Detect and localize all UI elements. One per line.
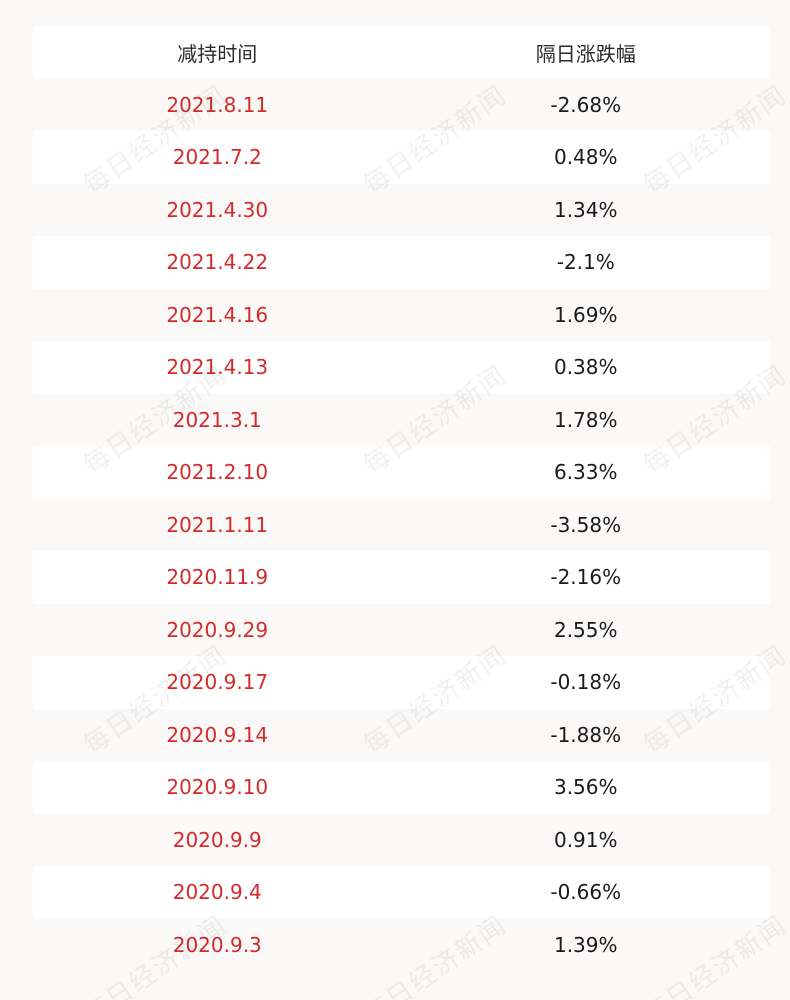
date-cell: 2021.1.11 [166,512,269,537]
date-cell: 2020.11.9 [166,565,269,590]
table-row: 2021.1.11 -3.58% [33,498,770,551]
table-row: 2020.9.4 -0.66% [33,866,770,919]
table-row: 2020.9.3 1.39% [33,918,770,971]
date-cell: 2021.8.11 [166,92,269,117]
change-cell: 1.69% [553,302,618,327]
table-row: 2021.8.11 -2.68% [33,78,770,131]
change-cell: -2.68% [550,92,622,117]
table-row: 2021.4.30 1.34% [33,183,770,236]
change-cell: 2.55% [553,617,618,642]
table-header: 减持时间 隔日涨跌幅 [33,26,770,79]
date-cell: 2021.4.30 [166,197,269,222]
date-cell: 2021.4.16 [166,302,269,327]
date-cell: 2021.4.22 [166,250,269,275]
change-cell: 0.38% [553,355,618,380]
table-row: 2021.3.1 1.78% [33,393,770,446]
change-cell: -0.66% [550,880,622,905]
date-cell: 2020.9.4 [172,880,262,905]
change-cell: -0.18% [550,670,622,695]
date-cell: 2020.9.3 [172,932,262,957]
table-row: 2020.9.14 -1.88% [33,708,770,761]
table-row: 2021.2.10 6.33% [33,446,770,499]
change-cell: -2.16% [550,565,622,590]
table-row: 2021.4.16 1.69% [33,288,770,341]
header-date: 减持时间 [177,41,258,66]
change-cell: 6.33% [553,460,618,485]
date-cell: 2020.9.9 [172,827,262,852]
change-cell: 3.56% [553,775,618,800]
date-cell: 2020.9.17 [166,670,269,695]
change-cell: -2.1% [556,250,615,275]
table-row: 2021.7.2 0.48% [33,131,770,184]
table-row: 2020.9.10 3.56% [33,761,770,814]
change-cell: 1.34% [553,197,618,222]
table-row: 2020.9.29 2.55% [33,603,770,656]
table-body: 2021.8.11 -2.68% 2021.7.2 0.48% 2021.4.30 1.3… [33,78,770,971]
date-cell: 2020.9.14 [166,722,269,747]
date-cell: 2020.9.10 [166,775,269,800]
header-change: 隔日涨跌幅 [535,41,636,66]
table-row: 2020.9.17 -0.18% [33,656,770,709]
data-table: 减持时间 隔日涨跌幅 2021.8.11 -2.68% 2021.7.2 0.48% 2… [33,26,770,971]
table-row: 2020.9.9 0.91% [33,813,770,866]
date-cell: 2021.4.13 [166,355,269,380]
date-cell: 2020.9.29 [166,617,269,642]
date-cell: 2021.2.10 [166,460,269,485]
change-cell: 1.78% [553,407,618,432]
table-row: 2021.4.13 0.38% [33,341,770,394]
table-row: 2021.4.22 -2.1% [33,236,770,289]
change-cell: -3.58% [550,512,622,537]
change-cell: 0.91% [553,827,618,852]
change-cell: 0.48% [553,145,618,170]
change-cell: 1.39% [553,932,618,957]
date-cell: 2021.7.2 [172,145,262,170]
change-cell: -1.88% [550,722,622,747]
table-row: 2020.11.9 -2.16% [33,551,770,604]
date-cell: 2021.3.1 [172,407,262,432]
